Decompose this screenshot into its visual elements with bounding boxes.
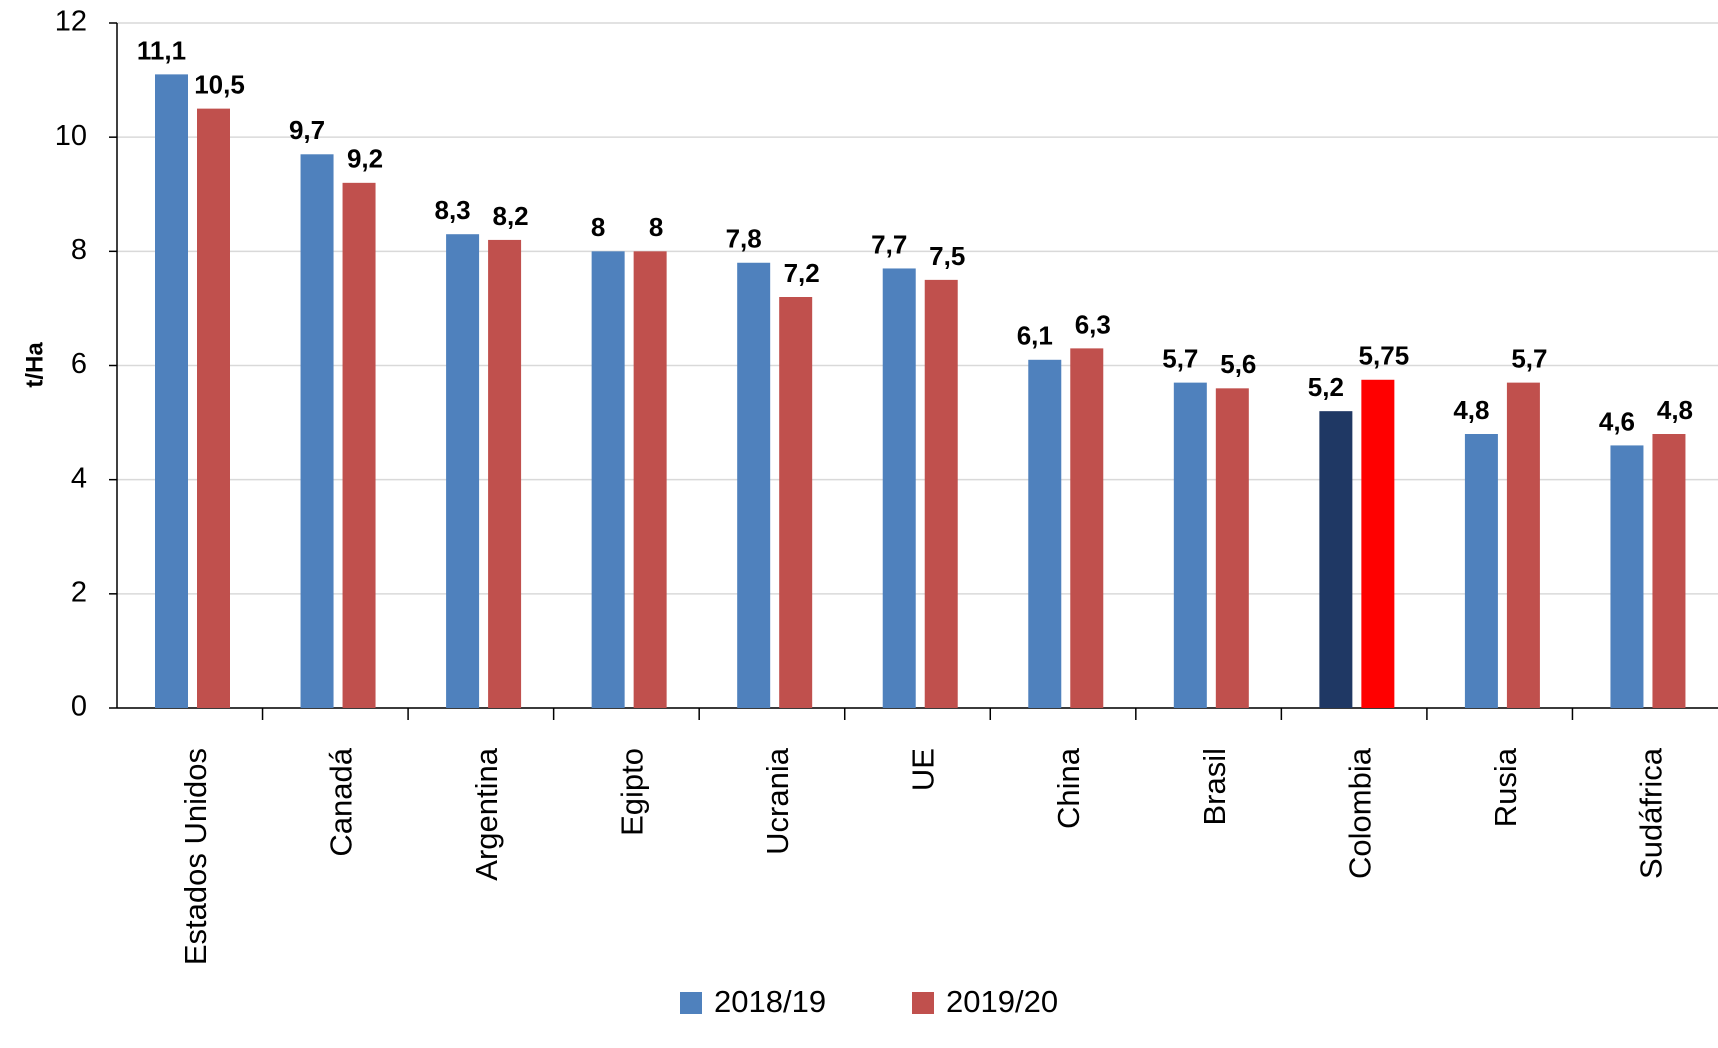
bar [591,251,625,709]
legend-swatch [912,992,934,1014]
data-label: 7,2 [784,258,820,288]
bar [446,234,480,709]
x-tick-label: China [1051,747,1086,829]
bar [1610,445,1644,708]
bar [488,239,522,708]
data-label: 8,2 [493,201,529,231]
bar [1028,359,1062,708]
data-label: 5,7 [1511,344,1547,374]
data-label: 6,3 [1075,309,1111,339]
data-label: 8 [649,212,663,242]
data-label: 5,7 [1162,344,1198,374]
bar [924,279,958,708]
bar [300,154,334,708]
y-tick-label: 2 [71,576,87,608]
data-label: 9,7 [289,115,325,145]
x-tick-label: Brasil [1197,748,1232,826]
data-label: 5,2 [1308,372,1344,402]
legend-swatch [680,992,702,1014]
data-label: 7,7 [871,229,907,259]
y-tick-label: 10 [55,120,87,152]
bar [1215,388,1249,708]
x-tick-label: Egipto [615,748,650,836]
bar [1173,382,1207,708]
data-label: 10,5 [194,70,245,100]
data-label: 8,3 [435,195,471,225]
bar [342,182,376,709]
x-tick-label: Rusia [1488,747,1523,827]
bar [633,251,667,709]
x-tick-label: Ucrania [760,747,795,855]
data-label: 4,8 [1453,395,1489,425]
y-tick-label: 12 [55,6,87,38]
x-tick-label: Argentina [469,747,504,880]
data-label: 4,6 [1599,406,1635,436]
x-tick-label: UE [906,748,941,791]
bar [779,297,813,708]
x-tick-label: Colombia [1342,747,1377,879]
bar [155,74,188,708]
y-axis-label: t/Ha [21,342,48,388]
data-label: 5,75 [1359,341,1410,371]
x-tick-label: Estados Unidos [178,748,213,965]
y-tick-label: 0 [71,691,87,723]
x-tick-label: Sudáfrica [1633,747,1668,879]
y-tick-label: 6 [71,348,87,380]
bar [882,268,916,708]
bar [1319,411,1353,708]
data-label: 7,8 [726,224,762,254]
data-label: 7,5 [929,241,965,271]
legend-label: 2018/19 [714,984,826,1019]
bar [737,262,771,708]
data-label: 5,6 [1220,349,1256,379]
bar [197,108,230,708]
y-tick-label: 8 [71,234,87,266]
data-label: 8 [591,212,605,242]
data-label: 6,1 [1017,321,1053,351]
bar [1506,382,1540,708]
bar [1070,348,1104,708]
y-tick-label: 4 [71,462,87,494]
data-label: 11,1 [137,35,186,65]
legend-label: 2019/20 [946,984,1058,1019]
data-label: 4,8 [1657,395,1693,425]
bar [1464,434,1498,708]
bar [1361,379,1395,708]
bar [1652,434,1686,708]
x-tick-label: Canadá [324,747,359,856]
data-label: 9,2 [347,144,383,174]
